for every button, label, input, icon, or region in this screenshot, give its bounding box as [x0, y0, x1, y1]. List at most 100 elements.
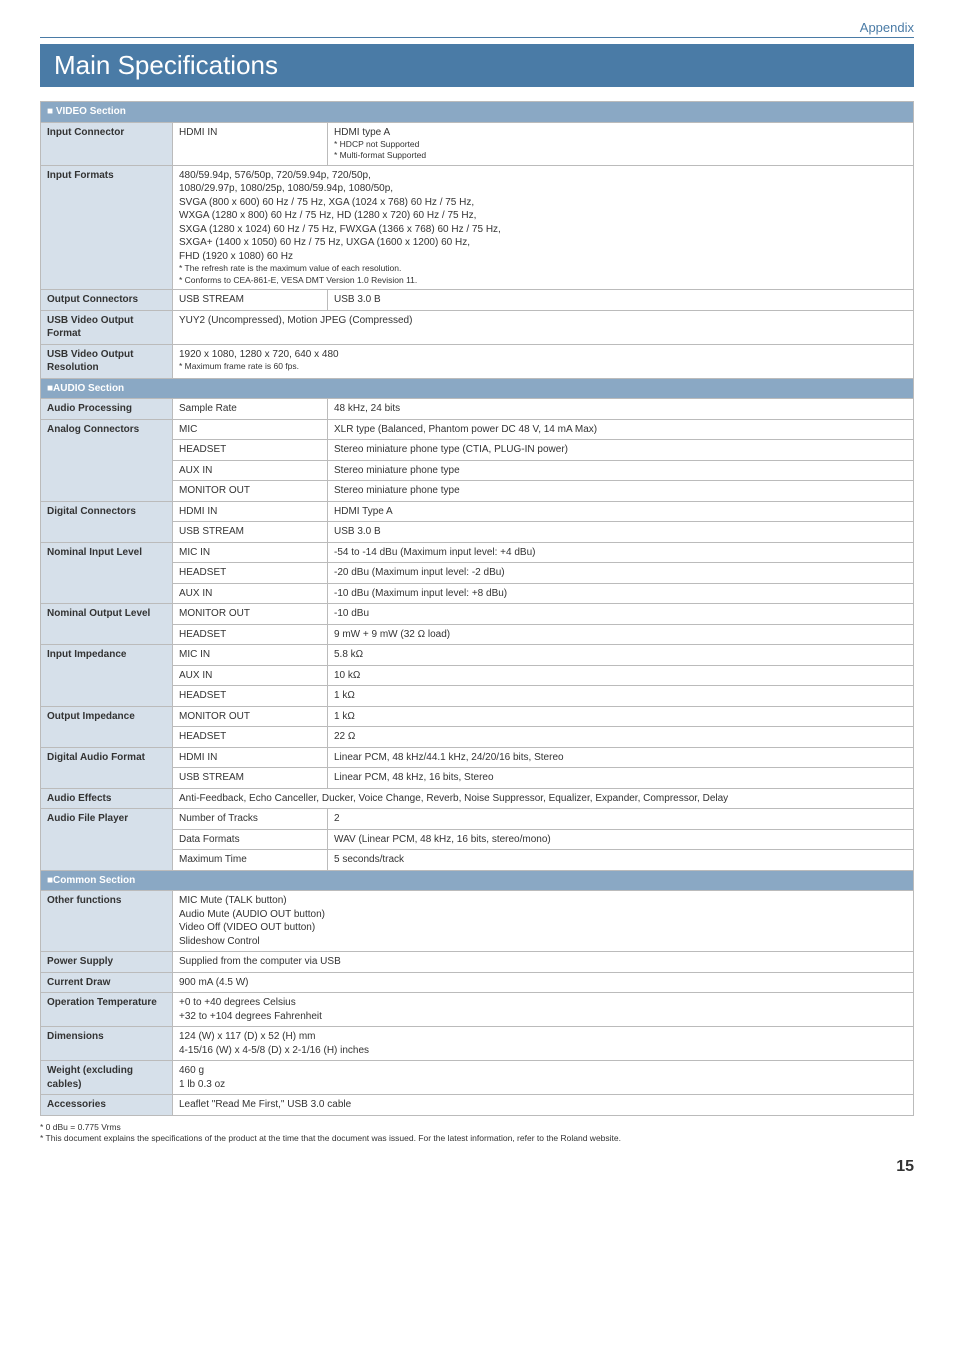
cell: 460 g 1 lb 0.3 oz: [173, 1061, 914, 1095]
row-label: Accessories: [41, 1095, 173, 1116]
cell: Supplied from the computer via USB: [173, 952, 914, 973]
row-label: Power Supply: [41, 952, 173, 973]
cell: -10 dBu (Maximum input level: +8 dBu): [328, 583, 914, 604]
row-label: Analog Connectors: [41, 419, 173, 501]
cell: 22 Ω: [328, 727, 914, 748]
cell: USB STREAM: [173, 768, 328, 789]
common-section-header: ■Common Section: [41, 870, 914, 891]
text-line: Video Off (VIDEO OUT button): [179, 921, 907, 935]
row-label: Output Impedance: [41, 706, 173, 747]
cell: HEADSET: [173, 727, 328, 748]
text-line: Audio Mute (AUDIO OUT button): [179, 908, 907, 922]
cell: USB 3.0 B: [328, 290, 914, 311]
text-line: 124 (W) x 117 (D) x 52 (H) mm: [179, 1030, 907, 1044]
page-number: 15: [40, 1158, 914, 1176]
row-label: Operation Temperature: [41, 993, 173, 1027]
cell: HEADSET: [173, 686, 328, 707]
cell: MONITOR OUT: [173, 706, 328, 727]
cell: Maximum Time: [173, 850, 328, 871]
cell: HDMI Type A: [328, 501, 914, 522]
text-line: FHD (1920 x 1080) 60 Hz: [179, 250, 907, 264]
row-label: Current Draw: [41, 972, 173, 993]
row-label: Audio Effects: [41, 788, 173, 809]
text-line: * Conforms to CEA-861-E, VESA DMT Versio…: [179, 275, 907, 286]
spec-table: ■ VIDEO Section Input Connector HDMI IN …: [40, 101, 914, 1116]
cell: USB STREAM: [173, 290, 328, 311]
cell: MIC Mute (TALK button) Audio Mute (AUDIO…: [173, 891, 914, 952]
cell: 48 kHz, 24 bits: [328, 399, 914, 420]
cell: +0 to +40 degrees Celsius +32 to +104 de…: [173, 993, 914, 1027]
text-line: * Multi-format Supported: [334, 150, 907, 161]
cell: 1 kΩ: [328, 706, 914, 727]
cell: Stereo miniature phone type: [328, 481, 914, 502]
row-label: Input Impedance: [41, 645, 173, 707]
row-label: Other functions: [41, 891, 173, 952]
cell: MONITOR OUT: [173, 604, 328, 625]
cell: -20 dBu (Maximum input level: -2 dBu): [328, 563, 914, 584]
row-label: Audio Processing: [41, 399, 173, 420]
row-label: USB Video Output Format: [41, 310, 173, 344]
cell: Stereo miniature phone type (CTIA, PLUG-…: [328, 440, 914, 461]
row-label: Dimensions: [41, 1027, 173, 1061]
text-line: 4-15/16 (W) x 4-5/8 (D) x 2-1/16 (H) inc…: [179, 1044, 907, 1058]
cell: Leaflet "Read Me First," USB 3.0 cable: [173, 1095, 914, 1116]
cell: Number of Tracks: [173, 809, 328, 830]
cell: 5.8 kΩ: [328, 645, 914, 666]
footnote-line: * This document explains the specificati…: [40, 1133, 914, 1144]
audio-section-header: ■AUDIO Section: [41, 378, 914, 399]
cell: MIC: [173, 419, 328, 440]
cell: 10 kΩ: [328, 665, 914, 686]
cell: -54 to -14 dBu (Maximum input level: +4 …: [328, 542, 914, 563]
cell: 1 kΩ: [328, 686, 914, 707]
cell: 900 mA (4.5 W): [173, 972, 914, 993]
cell: HEADSET: [173, 563, 328, 584]
text-line: * HDCP not Supported: [334, 139, 907, 150]
cell: USB 3.0 B: [328, 522, 914, 543]
cell: WAV (Linear PCM, 48 kHz, 16 bits, stereo…: [328, 829, 914, 850]
cell: Stereo miniature phone type: [328, 460, 914, 481]
cell: YUY2 (Uncompressed), Motion JPEG (Compre…: [173, 310, 914, 344]
text-line: * Maximum frame rate is 60 fps.: [179, 361, 907, 372]
text-line: SXGA+ (1400 x 1050) 60 Hz / 75 Hz, UXGA …: [179, 236, 907, 250]
footnote-line: * 0 dBu = 0.775 Vrms: [40, 1122, 914, 1133]
text-line: HDMI type A: [334, 126, 907, 140]
cell: Linear PCM, 48 kHz, 16 bits, Stereo: [328, 768, 914, 789]
page-title: Main Specifications: [40, 44, 914, 87]
text-line: +0 to +40 degrees Celsius: [179, 996, 907, 1010]
cell: USB STREAM: [173, 522, 328, 543]
cell: AUX IN: [173, 583, 328, 604]
text-line: Slideshow Control: [179, 935, 907, 949]
row-label: USB Video Output Resolution: [41, 344, 173, 378]
text-line: 1920 x 1080, 1280 x 720, 640 x 480: [179, 348, 907, 362]
cell: HDMI IN: [173, 747, 328, 768]
cell: HEADSET: [173, 624, 328, 645]
cell: HDMI IN: [173, 501, 328, 522]
text-line: 460 g: [179, 1064, 907, 1078]
row-label: Input Connector: [41, 122, 173, 165]
cell: -10 dBu: [328, 604, 914, 625]
cell: MIC IN: [173, 645, 328, 666]
text-line: SXGA (1280 x 1024) 60 Hz / 75 Hz, FWXGA …: [179, 223, 907, 237]
row-label: Output Connectors: [41, 290, 173, 311]
row-label: Audio File Player: [41, 809, 173, 871]
cell: HEADSET: [173, 440, 328, 461]
cell: AUX IN: [173, 460, 328, 481]
text-line: 1 lb 0.3 oz: [179, 1078, 907, 1092]
cell: 480/59.94p, 576/50p, 720/59.94p, 720/50p…: [173, 165, 914, 289]
cell: Data Formats: [173, 829, 328, 850]
cell: 9 mW + 9 mW (32 Ω load): [328, 624, 914, 645]
video-section-header: ■ VIDEO Section: [41, 102, 914, 123]
cell: Linear PCM, 48 kHz/44.1 kHz, 24/20/16 bi…: [328, 747, 914, 768]
cell: 5 seconds/track: [328, 850, 914, 871]
cell: Sample Rate: [173, 399, 328, 420]
row-label: Weight (excluding cables): [41, 1061, 173, 1095]
text-line: * The refresh rate is the maximum value …: [179, 263, 907, 274]
cell: Anti-Feedback, Echo Canceller, Ducker, V…: [173, 788, 914, 809]
cell: 2: [328, 809, 914, 830]
appendix-header: Appendix: [40, 20, 914, 38]
cell: HDMI IN: [173, 122, 328, 165]
text-line: SVGA (800 x 600) 60 Hz / 75 Hz, XGA (102…: [179, 196, 907, 210]
row-label: Nominal Output Level: [41, 604, 173, 645]
cell: MIC IN: [173, 542, 328, 563]
row-label: Digital Audio Format: [41, 747, 173, 788]
